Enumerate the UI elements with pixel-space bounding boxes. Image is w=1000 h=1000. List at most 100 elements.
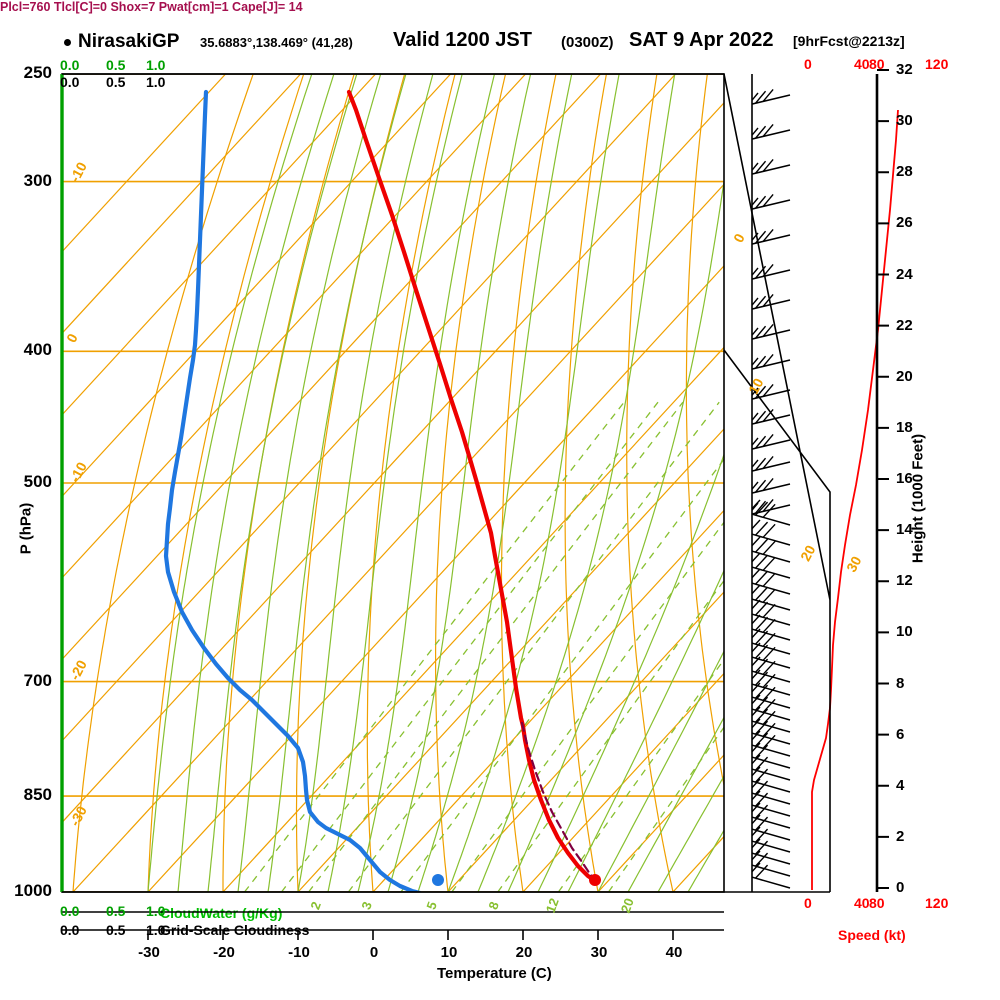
dry-adiabat-line — [72, 74, 254, 892]
dry-adiabat-line — [222, 74, 355, 892]
wind-barb-flag — [762, 193, 774, 207]
height-tick-label: 26 — [896, 214, 913, 232]
isotherm-line — [62, 74, 227, 253]
moist-adiabat-line — [597, 650, 724, 892]
wind-barb-flag — [752, 682, 761, 693]
temperature-surface-dot — [589, 874, 601, 886]
wind-barb-flag — [755, 538, 769, 553]
speed-tick-label-bottom: 0 — [804, 895, 812, 911]
speed-tick-label-top: 0 — [804, 56, 812, 72]
wind-barb-shaft — [752, 780, 791, 793]
wind-barb-flag — [752, 197, 759, 207]
moist-adiabat-line — [357, 74, 496, 892]
wind-barb-flag — [752, 499, 761, 510]
wind-barb-flag — [752, 459, 759, 469]
wind-barb-shaft — [752, 582, 791, 595]
wind-barb-flag — [762, 455, 774, 469]
wind-barb-shaft — [752, 670, 791, 683]
wind-barb-flag — [752, 628, 761, 639]
wind-barb-shaft — [752, 864, 791, 877]
wind-barb-flag — [752, 778, 761, 789]
moist-adiabat-line — [207, 74, 358, 892]
axis-ticks — [147, 69, 889, 940]
wind-barb-flag — [755, 696, 769, 711]
moist-adiabat-line — [507, 177, 724, 892]
wind-barb-flag — [762, 572, 776, 587]
moist-adiabat-line — [237, 74, 382, 892]
wind-barb-flag — [755, 852, 769, 867]
wind-barb-shaft — [752, 550, 791, 563]
wind-barb-flag — [755, 90, 767, 104]
wind-barb-flag — [752, 267, 759, 277]
wind-speed-curve-line — [811, 109, 899, 890]
wind-barb-flag — [752, 838, 761, 849]
curve-parcel — [520, 721, 597, 882]
cloudwater-scale-bottom: 0.0 — [60, 903, 80, 919]
wind-barb-shaft — [752, 414, 791, 425]
wind-barb-flag — [755, 804, 769, 819]
wind-barb-flag — [755, 840, 769, 855]
dry-adiabat-line — [960, 60, 1000, 892]
pressure-tick-label: 700 — [23, 670, 52, 690]
wind-barb-shaft — [752, 792, 791, 805]
wind-barb-flag — [752, 327, 759, 337]
wind-barb-flag — [752, 437, 759, 447]
dry-adiabat-line — [435, 74, 507, 892]
isotherm-line — [297, 428, 724, 892]
temperature-tick-label: -30 — [138, 944, 160, 961]
wind-barb-flag — [755, 479, 767, 493]
wind-barb-flag — [762, 698, 776, 713]
wind-barb-flag — [755, 780, 769, 795]
isobar-lines — [62, 74, 724, 892]
height-tick-label: 18 — [896, 418, 913, 436]
mixing-ratio-line — [308, 401, 684, 892]
wind-barb-flag — [762, 408, 774, 422]
isotherm-line — [62, 74, 527, 579]
speed-tick-label-bottom: 120 — [925, 895, 949, 911]
speed-tick-label-top: 40 — [854, 56, 870, 72]
wind-barb-flag — [752, 766, 761, 777]
station-coordinates: 35.6883°,138.469° (41,28) — [200, 35, 353, 50]
wind-barb-flag — [762, 88, 774, 102]
height-tick-label: 14 — [896, 521, 913, 539]
dry-adiabat-line — [626, 74, 674, 892]
cloudwater-scale-bottom: 0.5 — [106, 903, 126, 919]
isotherm-line — [62, 74, 302, 335]
dry-adiabat-line — [366, 74, 456, 892]
wind-barb-shaft — [752, 439, 791, 450]
dry-adiabat-line — [908, 60, 1000, 892]
wind-barb-shaft — [752, 461, 791, 472]
wind-barb-shaft — [752, 656, 791, 669]
wind-barb-flag — [755, 828, 769, 843]
wind-barb-flag — [755, 355, 767, 369]
wind-barb-flag — [752, 669, 761, 680]
isotherm-line — [62, 74, 452, 498]
wind-barb-flag — [752, 802, 761, 813]
wind-barb-flag — [762, 158, 774, 172]
cloudiness-scale-top: 1.0 — [146, 74, 166, 90]
speed-tick-label-top: 120 — [925, 56, 949, 72]
wind-barb-flag — [755, 744, 769, 759]
wind-barb-shaft — [752, 696, 791, 709]
wind-barb-shaft — [752, 598, 791, 611]
wind-barb-flag — [762, 646, 776, 661]
wind-barb-shaft — [752, 768, 791, 781]
wind-barb-flag — [762, 383, 774, 397]
wind-barb-shaft — [752, 234, 791, 245]
pressure-tick-label: 850 — [23, 785, 52, 805]
temperature-tick-label: 30 — [590, 944, 608, 961]
wind-barb-shaft — [752, 876, 791, 889]
wind-barb-flag — [752, 387, 759, 397]
wind-barb-shaft — [752, 164, 791, 175]
wind-barb-flag — [755, 630, 769, 645]
mixing-ratio-line — [347, 401, 720, 892]
wind-barb-flag — [755, 601, 769, 616]
wind-barb-flag — [755, 708, 769, 723]
wind-barb-flag — [755, 385, 767, 399]
wind-barb-flag — [755, 521, 769, 536]
wind-barb-flag — [755, 756, 769, 771]
wind-barb-flag — [762, 353, 774, 367]
wind-barb-flag — [755, 501, 769, 516]
height-tick-label: 28 — [896, 163, 913, 181]
